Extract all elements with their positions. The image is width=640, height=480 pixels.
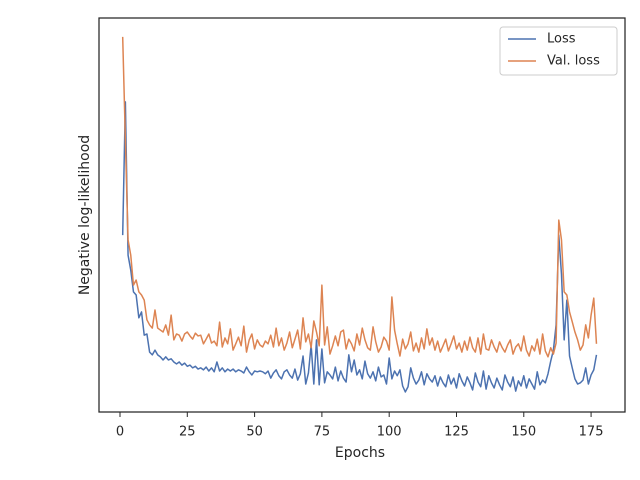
x-tick-label: 75 [314, 425, 331, 440]
x-tick-label: 25 [179, 425, 196, 440]
x-tick-label: 175 [579, 425, 604, 440]
y-axis-label: Negative log-likelihood [77, 135, 93, 295]
series-line [121, 101, 598, 393]
x-tick-label: 150 [511, 425, 536, 440]
x-tick-label: 0 [116, 425, 124, 440]
series-line [121, 36, 598, 358]
x-tick-label: 125 [444, 425, 469, 440]
legend-label: Val. loss [547, 54, 600, 69]
x-axis-label: Epochs [335, 445, 385, 461]
x-tick-label: 50 [246, 425, 263, 440]
x-tick-label: 100 [377, 425, 402, 440]
legend-label: Loss [547, 32, 576, 47]
plot-frame [98, 17, 626, 413]
